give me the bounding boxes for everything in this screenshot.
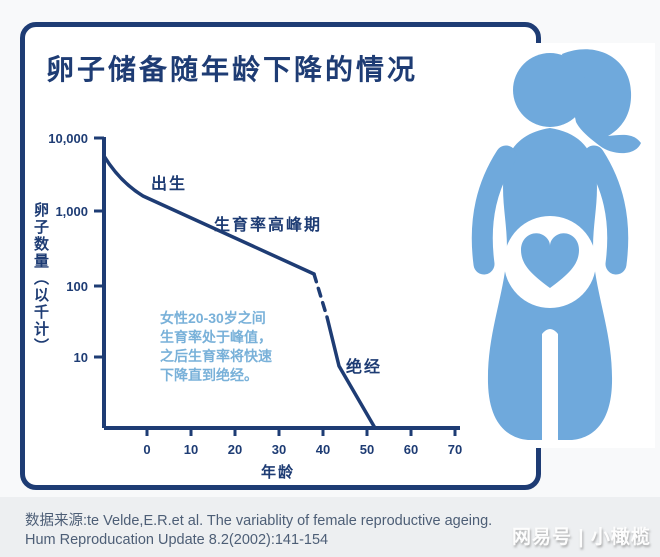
bottom-strip <box>0 497 660 557</box>
head-shape <box>513 53 587 127</box>
x-axis-ticks <box>145 428 457 436</box>
x-tick-30: 30 <box>272 442 286 457</box>
data-source-citation: 数据来源:te Velde,E.R.et al. The variablity … <box>25 512 530 550</box>
y-axis-title: 卵子数量（以千计） <box>32 202 49 355</box>
curve-solid-segment-1 <box>102 154 316 276</box>
x-tick-0: 0 <box>143 442 150 457</box>
x-tick-10: 10 <box>184 442 198 457</box>
right-arm-shape <box>583 145 629 275</box>
note-line-2: 生育率处于峰值， <box>160 329 272 345</box>
note-line-1: 女性20-30岁之间 <box>160 310 266 326</box>
annotation-fertility-peak: 生育率高峰期 <box>214 215 322 234</box>
egg-reserve-line-chart: 10,000 1,000 100 10 0 10 20 30 40 50 60 … <box>48 131 462 481</box>
x-tick-70: 70 <box>448 442 462 457</box>
x-tick-40: 40 <box>316 442 330 457</box>
x-tick-60: 60 <box>404 442 418 457</box>
curve-dashed-segment <box>312 272 329 319</box>
note-line-4: 下降直到绝经。 <box>160 367 258 383</box>
platform-watermark: 网易号 | 小橄榄 <box>512 527 651 548</box>
y-tick-10: 10 <box>74 350 88 365</box>
left-arm-shape <box>471 145 517 275</box>
note-line-3: 之后生育率将快速 <box>160 348 272 364</box>
source-line-1: 数据来源:te Velde,E.R.et al. The variablity … <box>25 513 493 529</box>
fertility-note-text: 女性20-30岁之间 生育率处于峰值， 之后生育率将快速 下降直到绝经。 <box>160 309 300 385</box>
chart-card <box>20 22 541 490</box>
annotation-menopause: 绝经 <box>346 357 382 376</box>
y-tick-10000: 10,000 <box>48 131 88 146</box>
x-axis-title: 年龄 <box>261 463 295 481</box>
y-tick-1000: 1,000 <box>55 204 88 219</box>
y-tick-100: 100 <box>66 279 88 294</box>
pregnant-woman-icon <box>471 43 655 448</box>
source-line-2: Hum Reproducation Update 8.2(2002):141-1… <box>25 532 329 548</box>
chart-title: 卵子储备随年龄下降的情况 <box>46 54 419 85</box>
x-tick-20: 20 <box>228 442 242 457</box>
x-tick-50: 50 <box>360 442 374 457</box>
heart-icon <box>521 233 579 288</box>
y-axis-ticks <box>94 136 104 359</box>
annotation-birth: 出生 <box>151 174 187 193</box>
curve-solid-segment-2 <box>325 315 377 430</box>
